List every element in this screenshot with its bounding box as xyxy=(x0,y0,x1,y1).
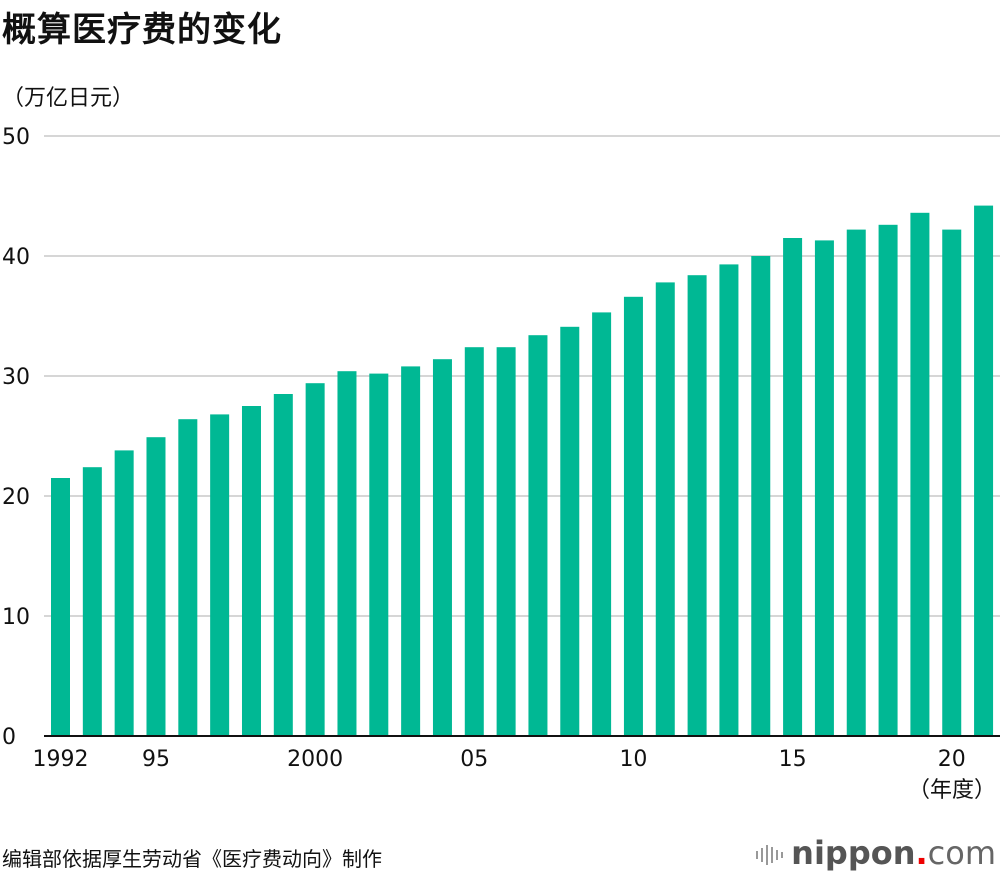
x-tick-label: 1992 xyxy=(33,747,89,772)
bar-2018 xyxy=(878,224,898,737)
bar-1993 xyxy=(82,467,102,736)
bar-2016 xyxy=(814,240,834,736)
bar-2005 xyxy=(464,347,484,736)
bar-2009 xyxy=(592,312,612,736)
chart-title: 概算医疗费的变化 xyxy=(2,10,282,50)
bar-2000 xyxy=(305,383,325,736)
bar-1996 xyxy=(178,419,198,736)
bar-2001 xyxy=(337,371,357,736)
bar-2007 xyxy=(528,335,548,736)
bar-2017 xyxy=(846,229,866,736)
x-tick-label: 15 xyxy=(779,747,807,772)
nippon-logo: nippon.com xyxy=(755,834,996,872)
y-tick-label: 10 xyxy=(2,605,30,630)
x-tick-label: 95 xyxy=(142,747,170,772)
bar-1995 xyxy=(146,437,166,736)
y-tick-label: 40 xyxy=(2,245,30,270)
y-tick-label: 0 xyxy=(2,725,16,750)
y-tick-label: 30 xyxy=(2,365,30,390)
bar-2004 xyxy=(432,359,452,736)
bar-2003 xyxy=(401,366,421,736)
y-tick-label: 50 xyxy=(2,125,30,150)
y-axis-unit-label: （万亿日元） xyxy=(2,86,135,111)
logo-text: nippon xyxy=(791,834,916,872)
x-tick-label: 05 xyxy=(460,747,488,772)
y-tick-label: 20 xyxy=(2,485,30,510)
bar-1999 xyxy=(273,394,293,736)
logo-sound-bars-icon xyxy=(756,845,784,865)
bar-2015 xyxy=(783,238,803,736)
bar-1997 xyxy=(210,414,230,736)
bar-2010 xyxy=(623,296,643,736)
bar-2008 xyxy=(560,326,580,736)
bar-2014 xyxy=(751,256,771,736)
x-tick-label: 20 xyxy=(938,747,966,772)
bar-2011 xyxy=(655,282,675,736)
logo-dot: . xyxy=(915,834,928,872)
x-tick-label: 10 xyxy=(619,747,647,772)
bar-2013 xyxy=(719,264,739,736)
bar-1994 xyxy=(114,450,134,736)
bar-2021 xyxy=(974,205,994,737)
bar-2012 xyxy=(687,275,707,736)
x-tick-label: 2000 xyxy=(287,747,343,772)
bar-1998 xyxy=(241,406,261,736)
source-note: 编辑部依据厚生劳动省《医疗费动向》制作 xyxy=(2,847,382,871)
bar-1992 xyxy=(51,478,70,736)
bar-2002 xyxy=(369,373,389,736)
logo-suffix: com xyxy=(927,834,996,872)
bar-2019 xyxy=(910,212,930,737)
bar-2006 xyxy=(496,347,516,736)
bar-2020 xyxy=(942,229,962,736)
x-axis-unit-label: （年度） xyxy=(907,778,996,803)
